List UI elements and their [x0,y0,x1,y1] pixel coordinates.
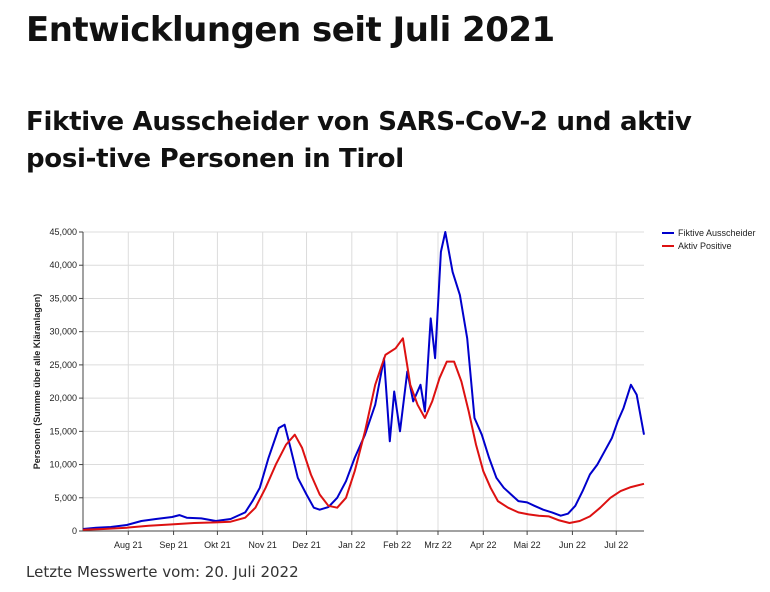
x-tick-label: Aug 21 [114,540,143,550]
y-tick-label: 20,000 [49,393,77,403]
x-tick-label: Okt 21 [204,540,231,550]
x-tick-label: Nov 21 [248,540,277,550]
y-tick-label: 25,000 [49,360,77,370]
y-tick-label: 45,000 [49,227,77,237]
y-tick-label: 30,000 [49,327,77,337]
y-tick-label: 5,000 [54,493,77,503]
axes: 0 5,000 10,000 15,000 20,000 25,000 30,000 35,0… [32,227,644,550]
page-title: Entwicklungen seit Juli 2021 [26,10,555,50]
y-tick-label: 0 [72,526,77,536]
x-tick-label: Jan 22 [338,540,365,550]
last-measurement-note: Letzte Messwerte vom: 20. Juli 2022 [26,563,299,581]
y-tick-label: 15,000 [49,426,77,436]
x-tick-label: Feb 22 [383,540,411,550]
x-tick-label: Mai 22 [514,540,541,550]
x-tick-label: Mrz 22 [424,540,452,550]
y-tick-label: 40,000 [49,260,77,270]
y-tick-label: 10,000 [49,460,77,470]
series-line-aktiv-positive [82,337,645,531]
chart-title: Fiktive Ausscheider von SARS-CoV-2 und a… [26,107,692,174]
legend: Fiktive Ausscheider Aktiv Positive [662,228,756,251]
legend-label: Fiktive Ausscheider [678,228,756,238]
legend-label: Aktiv Positive [678,241,732,251]
x-tick-label: Dez 21 [292,540,321,550]
x-tick-label: Jun 22 [559,540,586,550]
grid [83,231,644,532]
x-tick-label: Apr 22 [470,540,497,550]
y-axis-label: Personen (Summe über alle Kläranlagen) [32,294,42,470]
x-tick-label: Sep 21 [159,540,188,550]
series-lines [82,231,645,531]
x-tick-label: Jul 22 [604,540,628,550]
y-tick-label: 35,000 [49,293,77,303]
chart: 0 5,000 10,000 15,000 20,000 25,000 30,000 35,0… [32,227,756,550]
series-line-fiktive-ausscheider [82,231,645,530]
